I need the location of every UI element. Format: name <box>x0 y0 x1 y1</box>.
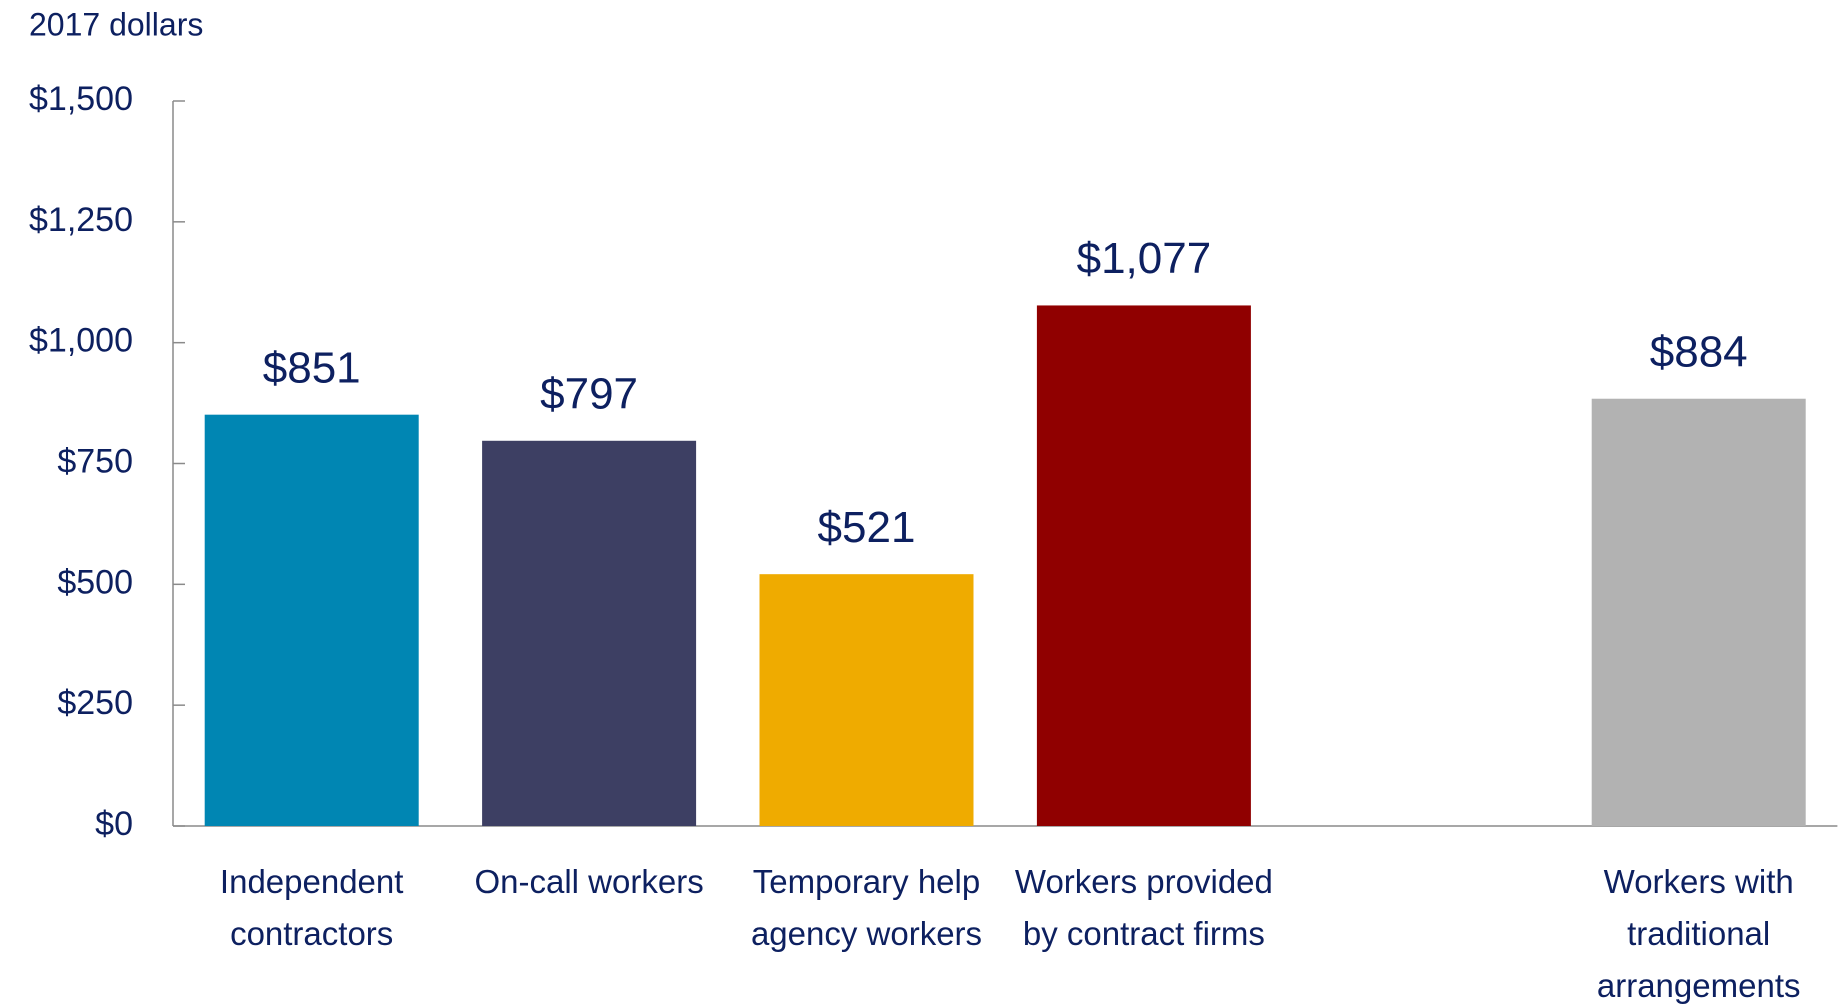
y-tick-label: $250 <box>57 684 133 722</box>
bar <box>204 414 419 826</box>
y-tick-label: $1,500 <box>29 80 133 118</box>
bar <box>1036 305 1251 826</box>
y-tick-label: $1,000 <box>29 322 133 360</box>
x-tick-label: Independent contractors <box>219 863 404 952</box>
bar <box>482 440 697 826</box>
y-tick-label: $1,250 <box>29 201 133 239</box>
y-tick-label: $500 <box>57 563 133 601</box>
x-tick-label: Workers provided by contract firms <box>1014 863 1273 952</box>
value-label: $797 <box>540 369 638 418</box>
x-tick-label: Temporary help agency workers <box>750 863 983 952</box>
value-label: $884 <box>1650 327 1748 376</box>
y-tick-label: $0 <box>95 805 133 843</box>
axis-label: 2017 dollars <box>29 6 203 42</box>
x-tick-label: Workers with traditional arrangements <box>1596 863 1801 1004</box>
y-tick-label: $750 <box>57 442 133 480</box>
value-label: $521 <box>818 503 916 552</box>
value-label: $851 <box>263 343 361 392</box>
x-tick-label: On-call workers <box>474 863 704 900</box>
value-label: $1,077 <box>1077 234 1212 283</box>
bar <box>1591 398 1806 826</box>
bar <box>759 574 974 826</box>
